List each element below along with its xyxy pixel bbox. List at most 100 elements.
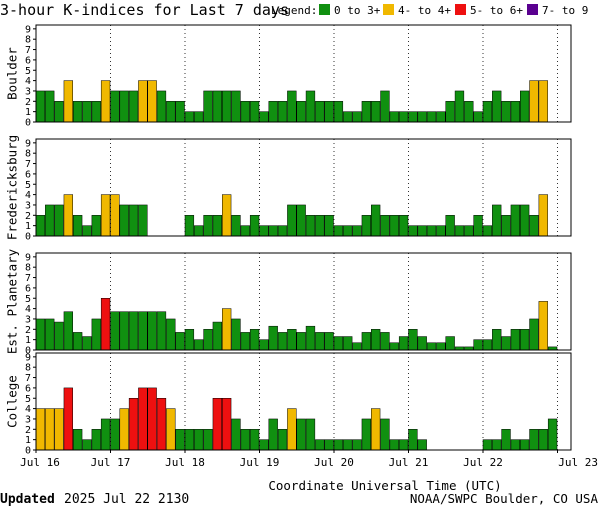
k-index-bar (445, 215, 455, 237)
x-tick-label: Jul 20 (314, 456, 354, 469)
k-index-bar (389, 215, 399, 237)
k-index-bar (408, 329, 418, 351)
k-index-bar (100, 194, 111, 237)
y-tick-label: 6 (25, 55, 31, 66)
k-index-bar (249, 215, 260, 237)
y-tick-label: 0 (25, 232, 31, 243)
k-index-bar (352, 342, 362, 351)
k-index-bar (212, 398, 223, 451)
k-index-bar (445, 336, 455, 351)
k-index-bar (305, 215, 316, 237)
k-index-bar (147, 80, 157, 123)
k-index-bar (110, 90, 120, 123)
k-index-bar (63, 194, 73, 237)
k-index-bar (371, 101, 381, 123)
k-index-bar (352, 111, 362, 123)
chart-title: 3-hour K-indices for Last 7 days (0, 1, 289, 19)
y-tick-label: 2 (25, 425, 31, 436)
plot-border (35, 352, 572, 451)
k-index-bar (380, 418, 390, 451)
k-index-bar (203, 429, 213, 451)
k-index-bar (296, 204, 306, 237)
k-index-bar (147, 311, 157, 351)
y-tick-label: 0 (25, 446, 31, 457)
k-index-bar (436, 342, 446, 351)
k-index-bar (324, 439, 334, 451)
k-index-bar (63, 80, 73, 123)
y-tick-label: 4 (25, 190, 31, 201)
k-index-bar (156, 311, 167, 351)
k-index-bar (408, 225, 418, 237)
k-index-bar (147, 387, 157, 451)
k-index-bar (222, 308, 232, 351)
k-index-bar (398, 111, 409, 123)
y-tick-label: 8 (25, 263, 31, 274)
k-index-bar (464, 225, 474, 237)
panels: 0123456789Boulder0123456789Fredericksbur… (5, 24, 572, 457)
k-index-bar (138, 311, 148, 351)
k-index-bar (100, 418, 111, 451)
y-tick-label: 2 (25, 97, 31, 108)
y-tick-label: 6 (25, 169, 31, 180)
k-index-bar (156, 398, 167, 451)
k-index-bar (436, 111, 446, 123)
y-tick-label: 7 (25, 159, 31, 170)
k-index-bar (315, 439, 325, 451)
k-index-bar (240, 429, 250, 451)
y-tick-label: 9 (25, 352, 31, 363)
legend-entry-label: 7- to 9 (542, 4, 588, 17)
k-index-bar (240, 101, 250, 123)
k-index-bar (380, 90, 390, 123)
k-index-bar (128, 204, 139, 237)
k-index-bar (128, 311, 139, 351)
k-index-bar (63, 387, 73, 451)
k-index-bar (110, 194, 120, 237)
k-index-bar (194, 429, 204, 451)
k-index-bar (426, 342, 437, 351)
y-tick-label: 3 (25, 200, 31, 211)
k-index-bar (315, 101, 325, 123)
k-index-bar (417, 225, 427, 237)
k-index-bar (454, 225, 465, 237)
k-index-bar (268, 325, 278, 351)
k-index-bar (222, 194, 232, 237)
k-index-bar (175, 429, 185, 451)
legend-entry-label: 4- to 4+ (398, 4, 451, 17)
k-index-bar (73, 429, 83, 451)
k-index-bar (240, 225, 250, 237)
k-index-bar (82, 439, 92, 451)
k-index-bar (398, 336, 409, 351)
k-index-bar (547, 418, 558, 451)
k-index-bar (538, 301, 548, 351)
k-index-bar (231, 418, 241, 451)
y-tick-label: 3 (25, 414, 31, 425)
panel-label: Fredericksburg (5, 135, 20, 240)
y-tick-label: 6 (25, 383, 31, 394)
k-index-bar (408, 111, 418, 123)
k-index-bar (212, 215, 223, 237)
y-tick-label: 4 (25, 76, 31, 87)
k-index-bar (538, 80, 548, 123)
y-tick-label: 4 (25, 304, 31, 315)
k-index-bar (212, 321, 223, 351)
y-tick-label: 0 (25, 346, 31, 357)
k-index-bar (54, 408, 64, 451)
k-index-bar (389, 111, 399, 123)
k-index-bar (287, 408, 297, 451)
k-index-bar (389, 342, 399, 351)
y-tick-label: 1 (25, 221, 31, 232)
k-index-bar (259, 439, 269, 451)
x-tick-label: Jul 22 (463, 456, 503, 469)
k-index-bar (371, 408, 381, 451)
k-index-bar (35, 318, 46, 351)
y-tick-label: 9 (25, 24, 31, 35)
k-index-bar (501, 336, 511, 351)
k-index-bar (324, 101, 334, 123)
y-tick-label: 5 (25, 180, 31, 191)
k-index-bar (259, 339, 269, 351)
k-index-bar (361, 101, 372, 123)
k-index-bar (184, 329, 195, 351)
k-index-bar (73, 101, 83, 123)
